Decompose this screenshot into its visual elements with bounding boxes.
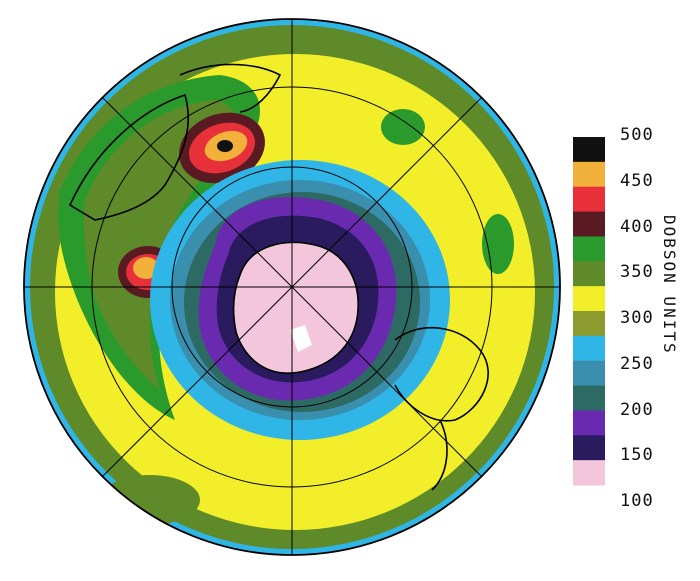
legend-colorbar <box>573 137 605 486</box>
legend-band-6 <box>573 286 605 312</box>
legend-label-300: 300 <box>620 308 654 328</box>
legend-label-150: 150 <box>620 445 654 466</box>
coast-newzealand <box>431 419 448 491</box>
coast-antarctica <box>232 241 359 374</box>
legend-band-10 <box>573 385 605 411</box>
legend-label-100: 100 <box>620 491 654 511</box>
white-hole-center <box>290 325 312 352</box>
legend-band-11 <box>573 410 605 436</box>
legend-band-8 <box>573 335 605 362</box>
legend-label-350: 350 <box>620 262 654 283</box>
darkgreen-patch-sw <box>100 475 200 525</box>
coast-africa <box>179 63 282 113</box>
green-patch-east <box>482 214 514 274</box>
legend-band-4 <box>573 236 605 262</box>
legend-band-3 <box>573 211 605 237</box>
black-hotspot-north <box>217 140 233 152</box>
legend-band-9 <box>573 360 605 387</box>
pink-hole-core <box>233 242 359 374</box>
legend-band-2 <box>573 186 605 213</box>
meridian-ne-sw <box>101 96 483 478</box>
legend-title: DOBSON UNITS <box>660 215 679 355</box>
legend-band-7 <box>573 311 605 337</box>
graticule <box>23 18 561 556</box>
coastlines <box>68 63 489 491</box>
green-patch-ne <box>381 109 425 145</box>
legend-label-450: 450 <box>620 170 654 191</box>
legend-band-13 <box>573 460 605 486</box>
legend-band-12 <box>573 435 605 461</box>
legend-band-5 <box>573 261 605 287</box>
legend-label-500: 500 <box>620 125 654 145</box>
orange-hotspot-west <box>133 257 159 279</box>
legend-band-0 <box>573 137 605 163</box>
coast-australia <box>394 326 489 422</box>
legend-band-1 <box>573 161 605 188</box>
legend-label-200: 200 <box>620 399 654 420</box>
coast-south-america <box>68 93 189 221</box>
legend-label-400: 400 <box>620 216 654 237</box>
legend-label-250: 250 <box>620 353 654 374</box>
